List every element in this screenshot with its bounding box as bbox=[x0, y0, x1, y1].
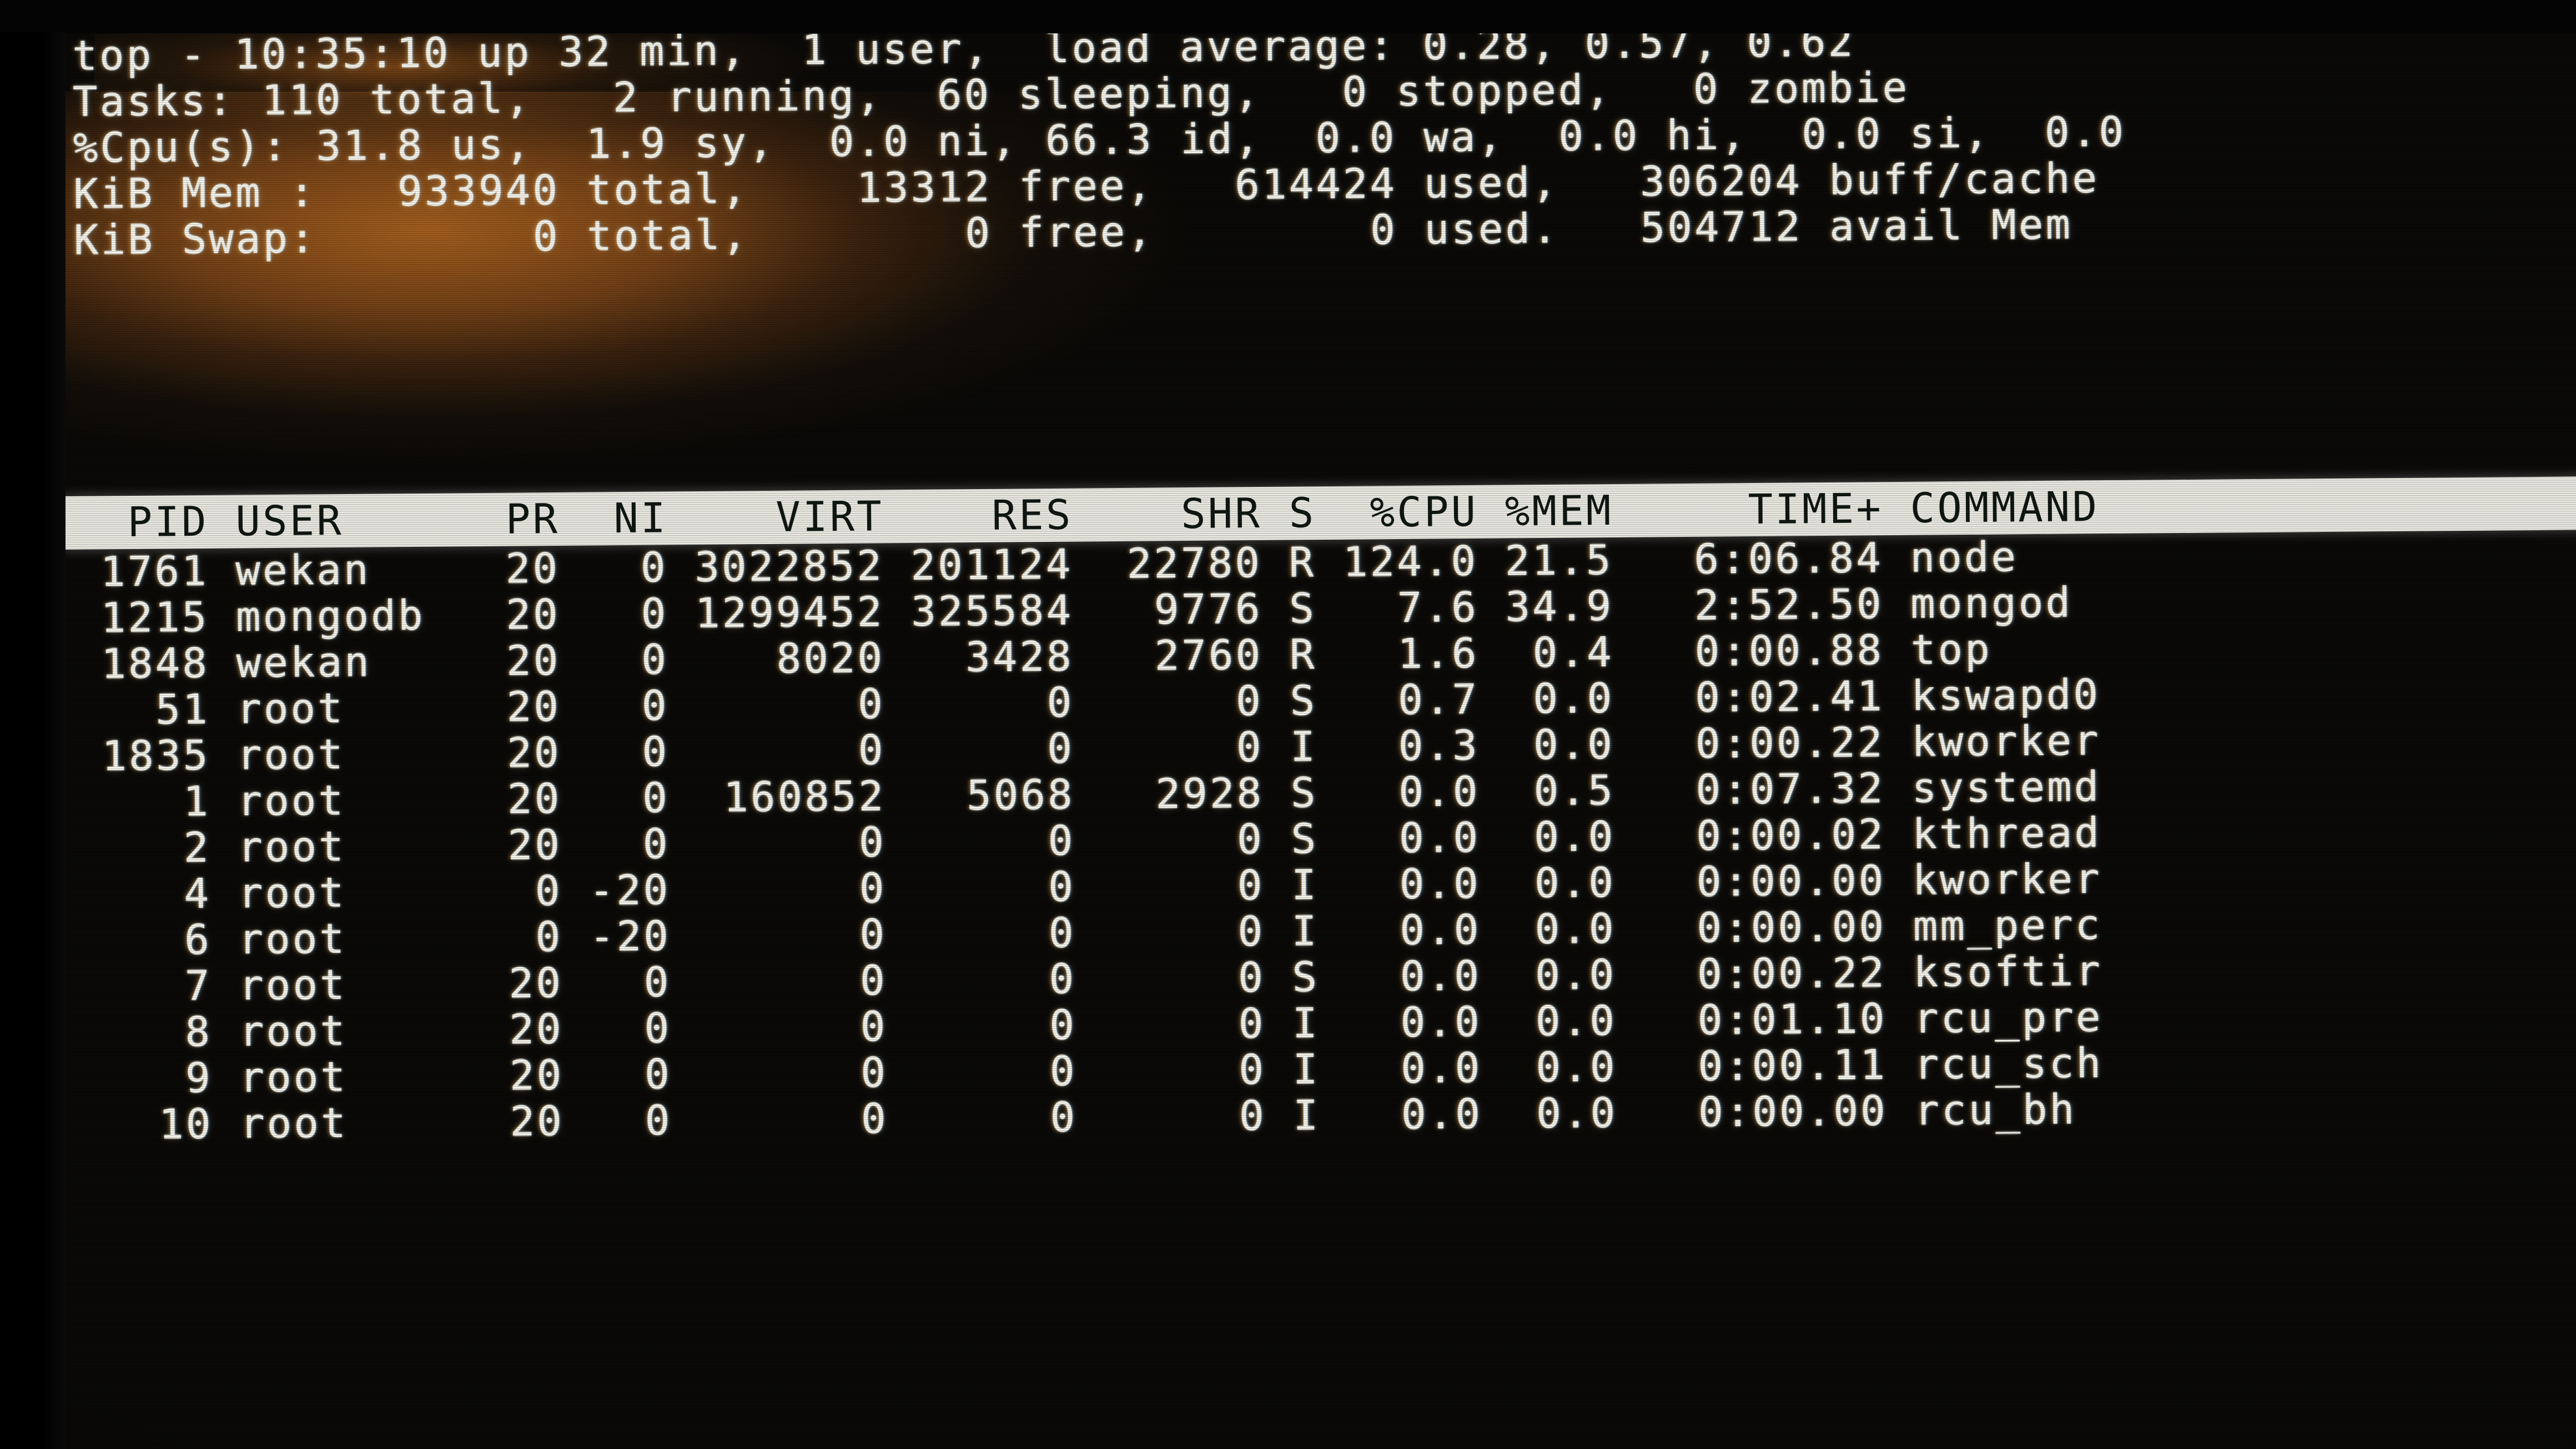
monitor-bezel-left bbox=[0, 0, 66, 1449]
process-table-body: 1761 wekan 20 0 3022852 201124 22780 R 1… bbox=[61, 530, 2576, 1149]
monitor-bezel-top bbox=[0, 0, 2576, 32]
terminal-screen[interactable]: top - 10:35:10 up 32 min, 1 user, load a… bbox=[61, 33, 2576, 1449]
